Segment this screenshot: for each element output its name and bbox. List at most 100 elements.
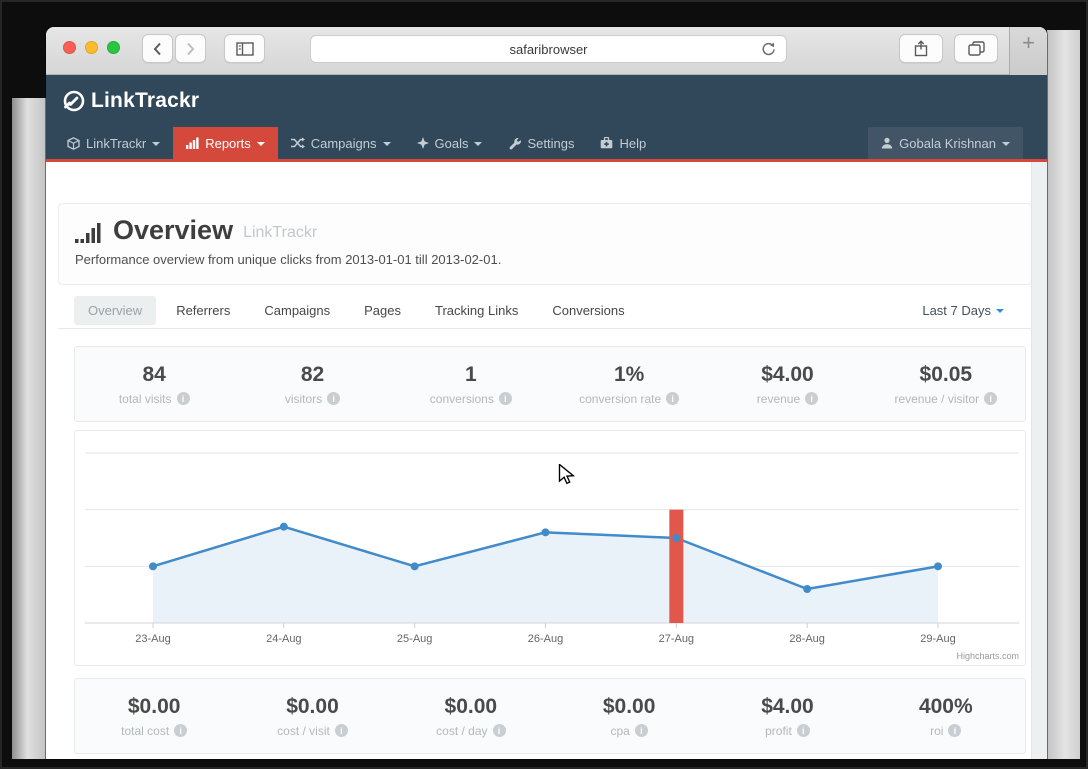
cube-icon — [67, 136, 80, 150]
stat-cost-day: $0.00 cost / day — [392, 695, 550, 738]
stat-label-text: visitors — [284, 391, 323, 406]
stat-label-text: revenue — [756, 391, 801, 406]
info-icon[interactable] — [498, 392, 512, 405]
stat-cpa: $0.00 cpa — [550, 695, 708, 738]
info-icon[interactable] — [334, 724, 348, 737]
stat-value: 1% — [613, 362, 645, 386]
back-button[interactable] — [142, 34, 173, 63]
chevron-left-icon — [153, 42, 161, 55]
info-icon[interactable] — [174, 724, 188, 737]
sidebar-icon — [235, 41, 254, 56]
stat-label: roi — [867, 724, 1025, 738]
stat-value: 400% — [918, 694, 973, 718]
svg-text:28-Aug: 28-Aug — [789, 633, 824, 645]
tab-referrers[interactable]: Referrers — [176, 303, 231, 318]
date-range-selector[interactable]: Last 7 Days — [922, 296, 1004, 318]
page-title: Overview — [113, 215, 234, 245]
stats-row-bottom: $0.00 total cost $0.00 cost / visit $0.00 cos… — [74, 678, 1026, 754]
info-icon[interactable] — [492, 724, 506, 737]
caret-down-icon — [474, 141, 483, 146]
nav-item-linktrackr[interactable]: LinkTrackr — [54, 127, 173, 159]
caret-down-icon — [256, 141, 265, 146]
nav-label: Help — [619, 135, 647, 151]
sidebar-toggle-button[interactable] — [224, 34, 265, 63]
stat-label: cost / visit — [233, 724, 391, 738]
user-name: Gobala Krishnan — [899, 135, 996, 151]
share-button[interactable] — [899, 34, 943, 63]
info-icon[interactable] — [666, 392, 680, 405]
nav-item-goals[interactable]: Goals — [404, 127, 496, 159]
caret-down-icon — [996, 308, 1004, 313]
tab-overview[interactable]: Overview — [74, 296, 157, 325]
info-icon[interactable] — [796, 724, 810, 737]
show-tabs-button[interactable] — [954, 34, 998, 63]
user-menu[interactable]: Gobala Krishnan — [868, 127, 1023, 159]
caret-down-icon — [1002, 141, 1010, 146]
page-content: Overview LinkTrackr Performance overview… — [46, 162, 1047, 759]
stat-label-text: conversion rate — [579, 391, 662, 406]
stat-label: total visits — [75, 392, 233, 406]
info-icon[interactable] — [948, 724, 962, 737]
url-text: safaribrowser — [509, 41, 588, 57]
stat-value: $0.00 — [286, 694, 339, 718]
forward-button[interactable] — [175, 34, 206, 63]
caret-down-icon — [152, 141, 161, 146]
stat-label: conversion rate — [550, 392, 708, 406]
page-scrollbar[interactable] — [1031, 162, 1047, 759]
svg-text:23-Aug: 23-Aug — [135, 633, 170, 645]
signal-bars-icon — [75, 223, 101, 243]
new-tab-button[interactable]: + — [1009, 27, 1047, 75]
stat-label: cpa — [550, 724, 708, 738]
chevron-right-icon — [187, 42, 195, 55]
tab-tracking-links[interactable]: Tracking Links — [435, 303, 519, 318]
close-button[interactable] — [63, 41, 76, 54]
logo-text: LinkTrackr — [91, 89, 200, 112]
fullscreen-button[interactable] — [107, 41, 120, 54]
nav-item-campaigns[interactable]: Campaigns — [278, 127, 404, 159]
info-icon[interactable] — [327, 392, 341, 405]
stat-visitors: 82 visitors — [233, 363, 391, 406]
nav-item-settings[interactable]: Settings — [495, 127, 587, 159]
caret-down-icon — [382, 141, 391, 146]
info-icon[interactable] — [634, 724, 648, 737]
nav-item-reports[interactable]: Reports — [173, 127, 278, 159]
stat-label-text: cpa — [610, 723, 630, 738]
visits-chart[interactable]: 23-Aug 24-Aug 25-Aug 26-Aug 27-Aug 28-Aug 29-A… — [74, 430, 1026, 666]
tab-campaigns[interactable]: Campaigns — [264, 303, 331, 318]
nav-item-help[interactable]: Help — [587, 127, 659, 159]
nav-label: Reports — [205, 135, 251, 151]
stat-label: visitors — [233, 392, 391, 406]
main-navigation: LinkTrackr Reports Campaigns Goals Setti — [46, 127, 1047, 162]
stat-conversions: 1 conversions — [392, 363, 550, 406]
info-icon[interactable] — [984, 392, 998, 405]
minimize-button[interactable] — [85, 41, 98, 54]
tab-conversions[interactable]: Conversions — [552, 303, 625, 318]
address-bar[interactable]: safaribrowser — [310, 35, 787, 63]
stat-label-text: cost / visit — [277, 723, 330, 738]
stat-label: total cost — [75, 724, 233, 738]
stat-value: $0.00 — [444, 694, 498, 718]
stat-revenue-visitor: $0.05 revenue / visitor — [867, 363, 1025, 406]
bar-chart-icon — [186, 137, 199, 149]
stat-label-text: total visits — [118, 391, 172, 406]
stat-label: conversions — [392, 392, 550, 406]
linktrackr-logo[interactable]: LinkTrackr — [62, 89, 199, 113]
stats-row-top: 84 total visits 82 visitors 1 conversions 1% co… — [74, 346, 1026, 422]
page-subtitle: Performance overview from unique clicks … — [75, 252, 502, 267]
reload-button[interactable] — [760, 41, 777, 63]
date-range-label: Last 7 Days — [922, 303, 991, 318]
browser-window: safaribrowser + LinkTrackr — [46, 27, 1047, 759]
share-icon — [914, 40, 928, 57]
diamond-icon — [416, 137, 429, 149]
info-icon[interactable] — [805, 392, 819, 405]
stat-label-text: roi — [930, 723, 944, 738]
nav-label: Campaigns — [310, 135, 377, 151]
linktrackr-logo-icon — [63, 90, 85, 112]
stat-value: $0.00 — [127, 694, 181, 718]
window-edge-right — [1047, 30, 1080, 759]
svg-text:Highcharts.com: Highcharts.com — [956, 651, 1019, 661]
wrench-icon — [510, 137, 522, 149]
stat-value: 1 — [464, 362, 477, 386]
tab-pages[interactable]: Pages — [364, 303, 402, 318]
info-icon[interactable] — [176, 392, 190, 405]
